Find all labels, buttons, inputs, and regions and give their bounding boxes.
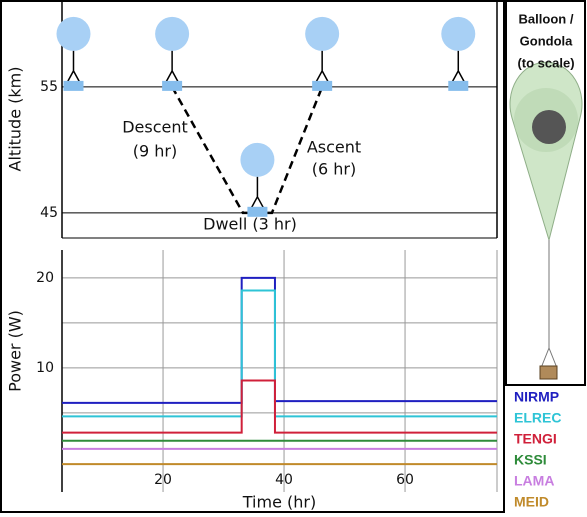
balloon-rigging — [66, 50, 81, 83]
series-line — [62, 289, 497, 418]
scale-panel-title: (to scale) — [517, 55, 574, 70]
gondola — [312, 80, 333, 91]
y-axis-label: Power (W) — [6, 310, 25, 392]
series-line — [62, 379, 497, 434]
balloon-envelope — [305, 16, 340, 51]
balloon-rigging — [165, 50, 179, 83]
legend-entry: TENGI — [514, 431, 557, 447]
y-tick-label: 45 — [40, 205, 58, 221]
x-tick-label: 60 — [396, 472, 414, 488]
annotation: Dwell (3 hr) — [203, 215, 297, 234]
balloon — [441, 16, 476, 91]
legend-entry: ELREC — [514, 410, 561, 426]
y-tick-label: 55 — [40, 79, 58, 95]
balloon — [56, 16, 91, 91]
gondola — [162, 80, 183, 91]
x-axis-label: Time (hr) — [242, 493, 316, 512]
annotation: (6 hr) — [312, 160, 356, 179]
gondola — [448, 80, 469, 91]
y-axis-label: Altitude (km) — [6, 67, 25, 172]
legend-entry: NIRMP — [514, 389, 559, 405]
balloon-rigging — [250, 176, 265, 209]
balloon-envelope — [441, 16, 476, 51]
x-tick-label: 40 — [275, 472, 293, 488]
balloon — [305, 16, 340, 91]
balloon-rigging — [315, 50, 329, 83]
legend-entry: MEID — [514, 494, 549, 510]
annotation: Ascent — [307, 138, 361, 157]
gondola — [539, 365, 558, 380]
gondola — [63, 80, 84, 91]
annotation: Descent — [122, 118, 188, 137]
balloon-envelope — [240, 142, 275, 177]
scale-panel-title: Gondola — [520, 33, 573, 48]
figure-frame — [0, 0, 505, 513]
gondola — [247, 206, 268, 217]
y-tick-label: 10 — [36, 360, 54, 376]
balloon-envelope — [155, 16, 190, 51]
legend-entry: LAMA — [514, 473, 554, 489]
legend-entry: KSSI — [514, 452, 547, 468]
balloon-envelope — [56, 16, 91, 51]
y-tick-label: 20 — [36, 270, 54, 286]
scale-panel-title: Balloon / — [519, 11, 574, 26]
rigging — [540, 347, 558, 369]
balloon — [240, 142, 275, 217]
balloon — [155, 16, 190, 91]
x-tick-label: 20 — [154, 472, 172, 488]
balloon-bubble — [532, 110, 566, 144]
annotation: (9 hr) — [133, 142, 177, 161]
scale-balloon — [509, 61, 583, 380]
balloon-rigging — [451, 50, 465, 83]
series-line — [62, 276, 497, 404]
